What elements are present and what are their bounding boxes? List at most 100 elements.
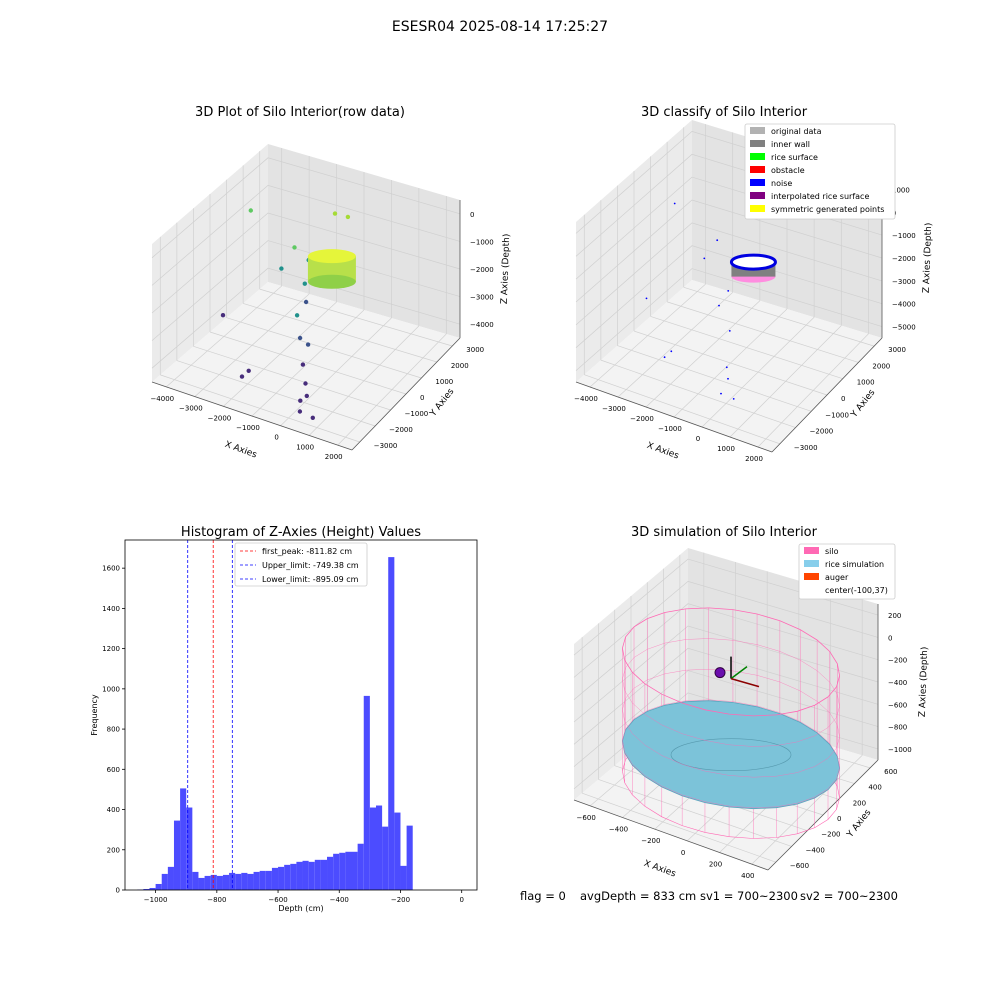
x-tick-label: 400 [741, 872, 754, 880]
y-tick-label: −2000 [810, 428, 834, 436]
y-tick-label: 0 [841, 395, 845, 403]
legend-swatch [804, 547, 819, 554]
z-gridline [573, 603, 879, 700]
simulation-3d-panel: 3D simulation of Silo Interior −600 −400 −2… [573, 525, 930, 880]
x-tick-label: 1000 [296, 443, 314, 451]
z-tick-label: −2000 [892, 255, 916, 263]
x-tick-label: 0 [681, 849, 685, 857]
y-gridline [617, 345, 812, 412]
z-tick-label: −3000 [892, 278, 916, 286]
rice-contour [670, 738, 792, 772]
histogram-bar [247, 873, 254, 890]
noise-point [716, 239, 719, 242]
legend-label: obstacle [771, 166, 805, 175]
z-tick-label: −3000 [470, 294, 494, 302]
z-tick-label: −1000 [470, 238, 494, 246]
y-gridline [598, 779, 792, 847]
z-gridline [151, 240, 461, 341]
x-tick-label: −3000 [179, 405, 203, 413]
z-tick-label: 0 [470, 211, 474, 219]
histogram-bar [284, 864, 291, 890]
legend-label: auger [825, 573, 849, 582]
legend-swatch [750, 192, 765, 199]
center-axis-x [730, 677, 760, 688]
data-point [303, 381, 308, 386]
legend-label: rice surface [771, 153, 818, 162]
x-tick-label: −200 [391, 896, 410, 904]
x-tick-label: 2000 [325, 453, 343, 461]
plot-frame [124, 539, 478, 891]
data-point [297, 335, 303, 341]
x-tick-label: −600 [268, 896, 287, 904]
legend-swatch [750, 127, 765, 134]
y-tick-label: 400 [107, 806, 120, 814]
y-tick-label: 2000 [872, 362, 890, 370]
y-tick-label: −600 [790, 862, 809, 870]
y-tick-label: 1000 [102, 685, 120, 693]
histogram-bar [216, 875, 223, 890]
histogram-bar [302, 860, 309, 890]
histogram-bar [161, 873, 168, 890]
y-tick-label: 0 [116, 887, 120, 895]
legend-swatch [750, 140, 765, 147]
center-axis-y [730, 666, 748, 680]
histogram-bar [320, 859, 328, 890]
histogram-bar [143, 888, 150, 890]
data-point [302, 281, 307, 286]
silo-top-ring [621, 607, 841, 717]
data-point [304, 393, 309, 399]
histogram-bar [265, 870, 272, 890]
rice-surface [621, 700, 841, 810]
y-tick-label: −1000 [825, 411, 849, 419]
legend-swatch [750, 205, 765, 212]
z-gridline [573, 581, 879, 678]
histogram-bar [180, 788, 187, 890]
noise-point [645, 297, 648, 300]
histogram-bar [192, 871, 199, 890]
classify-3d-panel: 3D classify of Silo Interior −4000 −3000 −2… [574, 105, 934, 463]
histogram-bar [186, 807, 193, 890]
z-axis-label: Z Axies (Depth) [918, 647, 930, 718]
noise-ring [729, 253, 777, 271]
y-axis-label: Y Axies [428, 387, 457, 420]
chart-title: Histogram of Z-Axies (Height) Values [181, 525, 421, 540]
data-point [305, 342, 311, 347]
legend-swatch [750, 153, 765, 160]
z-axis-label: Z Axies (Depth) [922, 223, 934, 294]
y-gridline [176, 360, 376, 427]
y-tick-label: −400 [806, 846, 825, 854]
histogram-bar [382, 826, 389, 890]
histogram-bar [290, 863, 297, 890]
y-tick-label: 1600 [102, 565, 120, 573]
y-tick-label: 600 [884, 768, 897, 776]
histogram-bar [327, 856, 334, 890]
noise-point [732, 398, 735, 400]
x-tick-label: 0 [696, 435, 700, 443]
noise-point [673, 202, 676, 205]
x-tick-label: −2000 [208, 414, 232, 422]
legend-swatch [804, 573, 819, 580]
auger-marker [714, 667, 726, 679]
histogram-bar [345, 851, 352, 890]
data-point [220, 313, 226, 318]
data-point [246, 368, 251, 373]
y-axis-line [351, 337, 461, 451]
noise-point [728, 330, 731, 332]
legend-label: center(-100,37) [825, 586, 888, 595]
z-tick-label: 1000 [892, 186, 910, 194]
histogram-bar [406, 825, 413, 890]
x-tick-label: −4000 [150, 395, 174, 403]
z-gridline [151, 185, 461, 286]
chart-title: 3D simulation of Silo Interior [631, 525, 818, 540]
data-point [294, 313, 300, 318]
data-point [248, 208, 253, 213]
histogram-bar [375, 805, 383, 890]
y-tick-label: 3000 [466, 346, 484, 354]
x-axis-label: X Axies [645, 441, 680, 462]
y-axis-label: Y Axies [849, 388, 878, 421]
histogram-bar [210, 874, 217, 890]
x-tick-label: −1000 [658, 425, 682, 433]
x-tick-label: −1000 [236, 424, 260, 432]
data-point [297, 409, 303, 414]
